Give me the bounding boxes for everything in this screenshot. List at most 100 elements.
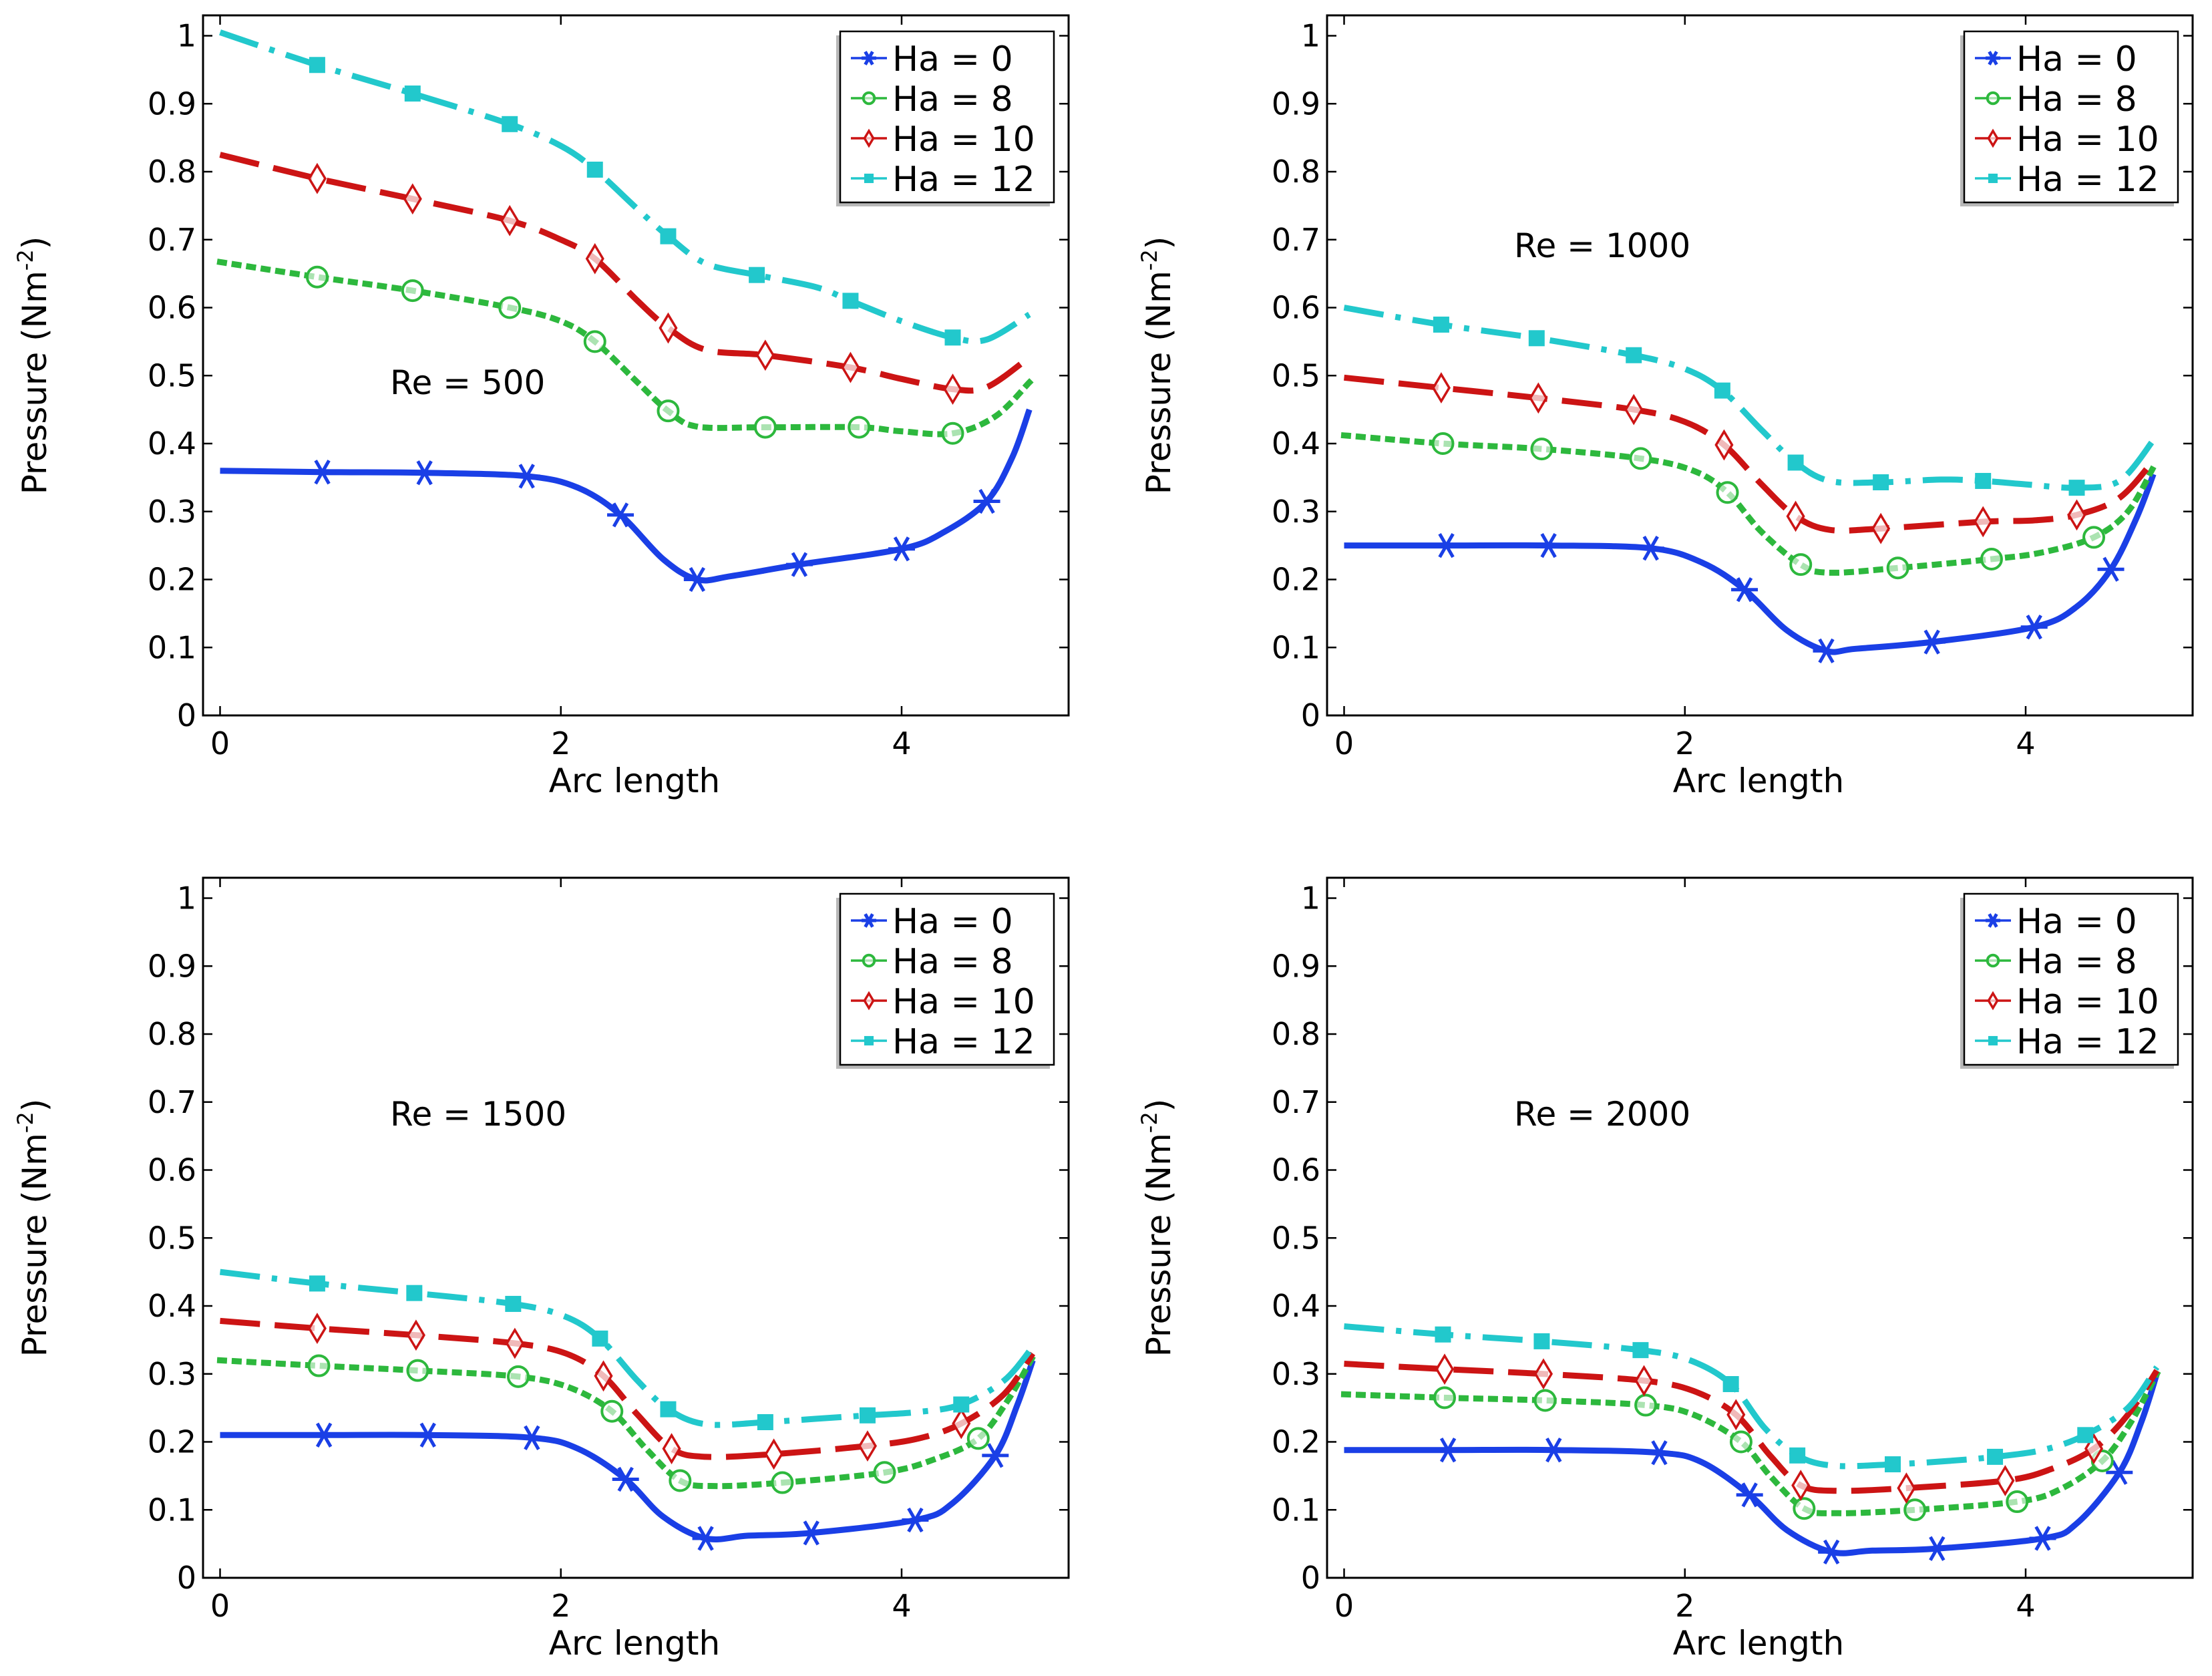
data-point-marker bbox=[873, 1461, 896, 1484]
y-tick-label: 0.9 bbox=[1272, 86, 1320, 122]
legend-item: Ha = 8 bbox=[1975, 942, 2137, 982]
data-point-marker bbox=[309, 460, 336, 485]
legend-item: Ha = 0 bbox=[1975, 902, 2137, 942]
data-point-marker bbox=[1897, 1472, 1916, 1504]
data-point-marker bbox=[1646, 1440, 1673, 1466]
series-group bbox=[216, 29, 1034, 593]
y-tick-label: 0.3 bbox=[148, 1356, 196, 1392]
data-point-marker bbox=[692, 1526, 719, 1551]
data-point-marker bbox=[404, 86, 421, 102]
legend-label: Ha = 12 bbox=[892, 160, 1035, 200]
y-tick-label: 0.8 bbox=[148, 154, 196, 190]
y-tick-label: 0.4 bbox=[1272, 426, 1320, 462]
data-point-marker bbox=[1791, 1470, 1811, 1502]
series-ha10 bbox=[220, 1313, 1036, 1470]
y-tick-label: 0.5 bbox=[1272, 1220, 1320, 1256]
data-point-marker bbox=[755, 339, 775, 371]
data-point-marker bbox=[1533, 1389, 1557, 1412]
data-point-marker bbox=[406, 1319, 425, 1351]
data-point-marker bbox=[1431, 432, 1455, 456]
data-point-marker bbox=[1435, 1353, 1455, 1385]
y-axis-label: Pressure (Nm-2) bbox=[13, 1099, 54, 1357]
series-ha10 bbox=[219, 152, 1031, 405]
data-point-marker bbox=[1637, 536, 1664, 561]
data-point-marker bbox=[307, 1313, 327, 1344]
legend-label: Ha = 10 bbox=[892, 120, 1035, 160]
data-point-marker bbox=[513, 464, 540, 489]
data-point-marker bbox=[1923, 1536, 1951, 1561]
panel-re-1500: 0 0.1 0.2 0.3 0.4 0.5 0.6 0.7 0.8 0.9 1 0 2 4 Arc leng… bbox=[13, 876, 1070, 1663]
y-tick-label: 0.8 bbox=[1272, 154, 1320, 190]
y-tick-label: 0.5 bbox=[148, 357, 196, 393]
data-point-marker bbox=[660, 1401, 677, 1417]
legend-item: Ha = 8 bbox=[851, 942, 1013, 982]
reynolds-annotation: Re = 500 bbox=[390, 363, 545, 402]
series-group bbox=[1340, 1323, 2161, 1564]
legend-item: Ha = 0 bbox=[851, 902, 1013, 942]
legend-marker-icon bbox=[1986, 953, 2000, 968]
data-point-marker bbox=[2106, 1460, 2133, 1485]
data-point-marker bbox=[2097, 556, 2125, 582]
data-point-marker bbox=[307, 162, 327, 194]
legend-marker-icon bbox=[1987, 128, 1999, 148]
legend-item: Ha = 0 bbox=[851, 39, 1013, 79]
series-ha12 bbox=[219, 1269, 1035, 1430]
y-tick-label: 0.6 bbox=[1272, 290, 1320, 326]
legend-label: Ha = 8 bbox=[892, 79, 1013, 120]
legend-item: Ha = 10 bbox=[851, 982, 1035, 1022]
data-point-marker bbox=[669, 1469, 692, 1492]
data-point-marker bbox=[982, 1443, 1009, 1468]
data-point-marker bbox=[848, 415, 871, 439]
y-tick-label: 0.1 bbox=[1272, 629, 1320, 665]
y-tick-label: 1 bbox=[1301, 18, 1320, 54]
legend-item: Ha = 12 bbox=[1975, 160, 2159, 200]
x-tick-label: 2 bbox=[1675, 725, 1694, 762]
y-tick-label: 0 bbox=[1301, 1560, 1320, 1596]
y-axis: 0 0.1 0.2 0.3 0.4 0.5 0.6 0.7 0.8 0.9 1 bbox=[1272, 18, 2193, 733]
data-point-marker bbox=[952, 1407, 971, 1440]
legend-label: Ha = 8 bbox=[2016, 942, 2137, 982]
x-axis: 0 2 4 bbox=[1334, 878, 2036, 1624]
data-point-marker bbox=[941, 422, 964, 445]
data-point-marker bbox=[1716, 481, 1739, 504]
data-point-marker bbox=[749, 267, 765, 283]
data-point-marker bbox=[1884, 1456, 1901, 1473]
data-point-marker bbox=[1433, 532, 1460, 558]
legend-marker-icon bbox=[862, 913, 876, 928]
data-point-marker bbox=[1634, 1393, 1658, 1417]
legend-marker-icon bbox=[1986, 913, 2000, 928]
y-tick-label: 0.9 bbox=[148, 86, 196, 122]
data-point-marker bbox=[1813, 638, 1840, 663]
data-point-marker bbox=[1996, 1465, 2015, 1496]
y-tick-label: 1 bbox=[177, 18, 196, 54]
data-point-marker bbox=[1729, 1430, 1753, 1454]
y-tick-label: 0.4 bbox=[148, 1288, 196, 1324]
x-axis: 0 2 4 bbox=[1334, 15, 2036, 762]
data-point-marker bbox=[953, 1396, 970, 1413]
data-point-marker bbox=[2082, 526, 2106, 549]
data-point-marker bbox=[506, 1365, 530, 1388]
data-point-marker bbox=[585, 242, 604, 275]
data-point-marker bbox=[2020, 615, 2048, 640]
data-point-marker bbox=[305, 265, 329, 289]
data-point-marker bbox=[1726, 1399, 1746, 1431]
data-point-marker bbox=[411, 460, 438, 486]
data-point-marker bbox=[841, 351, 860, 383]
data-point-marker bbox=[1793, 1497, 1816, 1520]
y-tick-label: 0.9 bbox=[1272, 948, 1320, 984]
data-point-marker bbox=[943, 373, 962, 405]
y-tick-label: 0.7 bbox=[1272, 222, 1320, 258]
data-point-marker bbox=[1789, 1447, 1806, 1464]
x-tick-label: 2 bbox=[1675, 1588, 1694, 1624]
data-point-marker bbox=[944, 329, 961, 346]
data-point-marker bbox=[505, 1327, 524, 1359]
data-point-marker bbox=[657, 399, 680, 423]
data-point-marker bbox=[583, 330, 606, 353]
data-point-marker bbox=[858, 1430, 878, 1462]
y-tick-label: 0.1 bbox=[148, 629, 196, 665]
x-tick-label: 0 bbox=[210, 1588, 230, 1624]
data-point-marker bbox=[1918, 629, 1946, 655]
reynolds-annotation: Re = 2000 bbox=[1514, 1095, 1690, 1134]
